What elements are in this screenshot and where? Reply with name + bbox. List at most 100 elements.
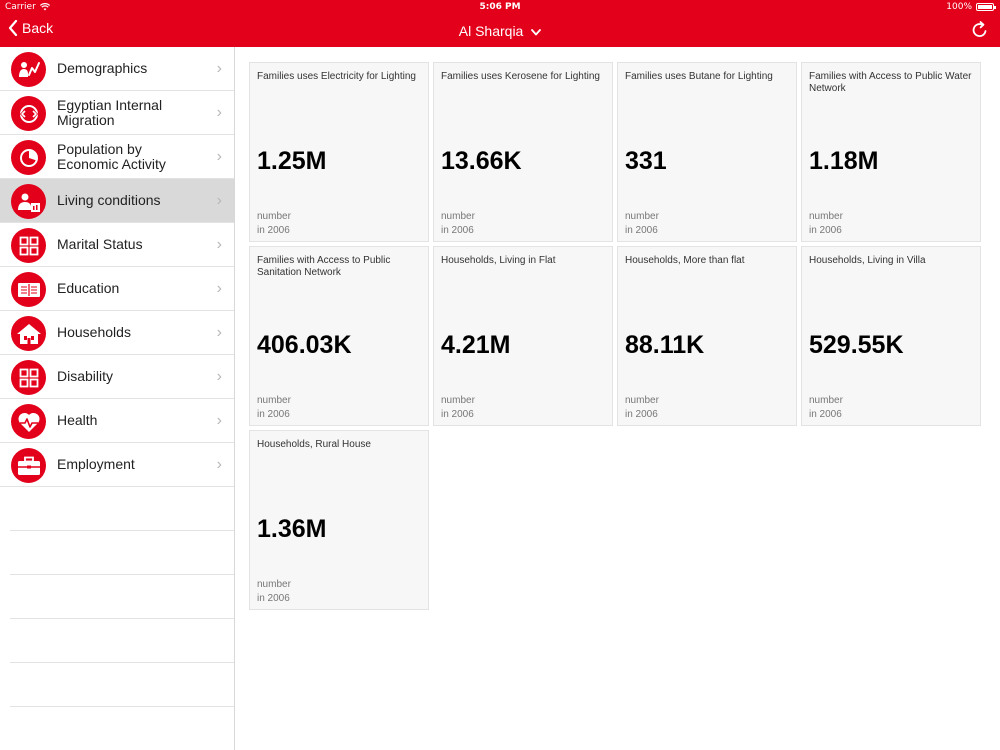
card-title: Households, More than flat [625, 255, 745, 266]
indicator-card[interactable]: Families with Access to Public Water Net… [801, 62, 981, 242]
region-selector[interactable]: Al Sharqia [0, 23, 1000, 39]
nav-bar: Back Al Sharqia [0, 14, 1000, 47]
sidebar-item-living-conditions[interactable]: Living conditions › [0, 179, 234, 223]
empty-row [10, 663, 234, 707]
card-title: Households, Rural House [257, 439, 371, 450]
refresh-icon[interactable] [970, 20, 990, 40]
card-year: in 2006 [625, 409, 658, 420]
battery-icon [976, 3, 996, 11]
carrier-indicator: Carrier [5, 2, 50, 12]
card-title: Households, Living in Villa [809, 255, 926, 266]
sidebar-item-label: Demographics [57, 60, 148, 76]
empty-row [10, 531, 234, 575]
sidebar-item-households[interactable]: Households › [0, 311, 234, 355]
sidebar-item-label: Education [57, 280, 120, 296]
sidebar-item-label: Disability [57, 368, 114, 384]
chevron-right-icon: › [216, 192, 222, 209]
empty-row [10, 575, 234, 619]
back-button[interactable]: Back [8, 20, 53, 36]
card-title: Families uses Butane for Lighting [625, 71, 773, 82]
card-value: 529.55K [809, 331, 904, 359]
card-year: in 2006 [625, 225, 658, 236]
battery-percent: 100% [946, 2, 972, 12]
chevron-right-icon: › [216, 148, 222, 165]
empty-row [10, 619, 234, 663]
chevron-right-icon: › [216, 324, 222, 341]
card-year: in 2006 [441, 225, 474, 236]
card-value: 406.03K [257, 331, 352, 359]
sidebar-item-population-by-economic-activity[interactable]: Population by Economic Activity › [0, 135, 234, 179]
category-sidebar: Demographics › Egyptian Internal Migrati… [0, 47, 235, 750]
wifi-icon [39, 3, 50, 11]
chevron-right-icon: › [216, 456, 222, 473]
chevron-right-icon: › [216, 236, 222, 253]
card-unit: number [809, 395, 843, 406]
card-title: Families with Access to Public Water Net… [809, 71, 972, 94]
empty-row [10, 487, 234, 531]
chevron-right-icon: › [216, 412, 222, 429]
sidebar-item-egyptian-internal-migration[interactable]: Egyptian Internal Migration › [0, 91, 234, 135]
indicator-grid: Families uses Electricity for Lighting 1… [236, 47, 1000, 750]
card-value: 331 [625, 147, 667, 175]
sidebar-item-label: Employment [57, 456, 135, 472]
card-year: in 2006 [809, 225, 842, 236]
pie-chart-icon [11, 140, 46, 175]
sidebar-item-label: Health [57, 412, 98, 428]
card-year: in 2006 [441, 409, 474, 420]
card-value: 88.11K [625, 331, 705, 359]
indicator-card[interactable]: Families uses Electricity for Lighting 1… [249, 62, 429, 242]
sidebar-item-demographics[interactable]: Demographics › [0, 47, 234, 91]
card-unit: number [809, 211, 843, 222]
indicator-card[interactable]: Households, Living in Flat 4.21M number … [433, 246, 613, 426]
back-label: Back [22, 20, 54, 36]
chevron-down-icon [531, 29, 542, 36]
chevron-right-icon: › [216, 60, 222, 77]
status-bar: Carrier 5:06 PM 100% [0, 0, 1000, 14]
chevron-right-icon: › [216, 104, 222, 121]
card-title: Households, Living in Flat [441, 255, 556, 266]
sidebar-item-education[interactable]: Education › [0, 267, 234, 311]
migration-icon [11, 96, 46, 131]
indicator-card[interactable]: Households, Living in Villa 529.55K numb… [801, 246, 981, 426]
empty-list-area [0, 487, 234, 707]
house-icon [11, 316, 46, 351]
card-unit: number [441, 395, 475, 406]
card-unit: number [257, 211, 291, 222]
sidebar-item-label: Egyptian Internal Migration [57, 96, 163, 128]
card-title: Families with Access to Public Sanitatio… [257, 255, 391, 278]
carrier-label: Carrier [5, 2, 36, 12]
heart-icon [11, 404, 46, 439]
card-unit: number [625, 211, 659, 222]
card-value: 1.25M [257, 147, 327, 175]
chevron-left-icon [8, 20, 18, 36]
card-year: in 2006 [257, 409, 290, 420]
living-conditions-icon [11, 184, 46, 219]
card-value: 4.21M [441, 331, 511, 359]
card-year: in 2006 [257, 593, 290, 604]
battery-indicator: 100% [946, 2, 996, 12]
chevron-right-icon: › [216, 280, 222, 297]
chevron-right-icon: › [216, 368, 222, 385]
sidebar-item-health[interactable]: Health › [0, 399, 234, 443]
card-year: in 2006 [809, 409, 842, 420]
indicator-card[interactable]: Households, Rural House 1.36M number in … [249, 430, 429, 610]
demographics-icon [11, 52, 46, 87]
indicator-card[interactable]: Households, More than flat 88.11K number… [617, 246, 797, 426]
card-title: Families uses Kerosene for Lighting [441, 71, 600, 82]
grid-icon [11, 360, 46, 395]
card-title: Families uses Electricity for Lighting [257, 71, 416, 82]
indicator-card[interactable]: Families uses Butane for Lighting 331 nu… [617, 62, 797, 242]
card-unit: number [257, 395, 291, 406]
grid-icon [11, 228, 46, 263]
sidebar-item-label: Living conditions [57, 192, 161, 208]
indicator-card[interactable]: Families with Access to Public Sanitatio… [249, 246, 429, 426]
sidebar-item-label: Households [57, 324, 131, 340]
card-value: 13.66K [441, 147, 522, 175]
sidebar-item-employment[interactable]: Employment › [0, 443, 234, 487]
card-value: 1.36M [257, 515, 327, 543]
indicator-card[interactable]: Families uses Kerosene for Lighting 13.6… [433, 62, 613, 242]
sidebar-item-disability[interactable]: Disability › [0, 355, 234, 399]
sidebar-item-marital-status[interactable]: Marital Status › [0, 223, 234, 267]
card-unit: number [625, 395, 659, 406]
card-unit: number [441, 211, 475, 222]
